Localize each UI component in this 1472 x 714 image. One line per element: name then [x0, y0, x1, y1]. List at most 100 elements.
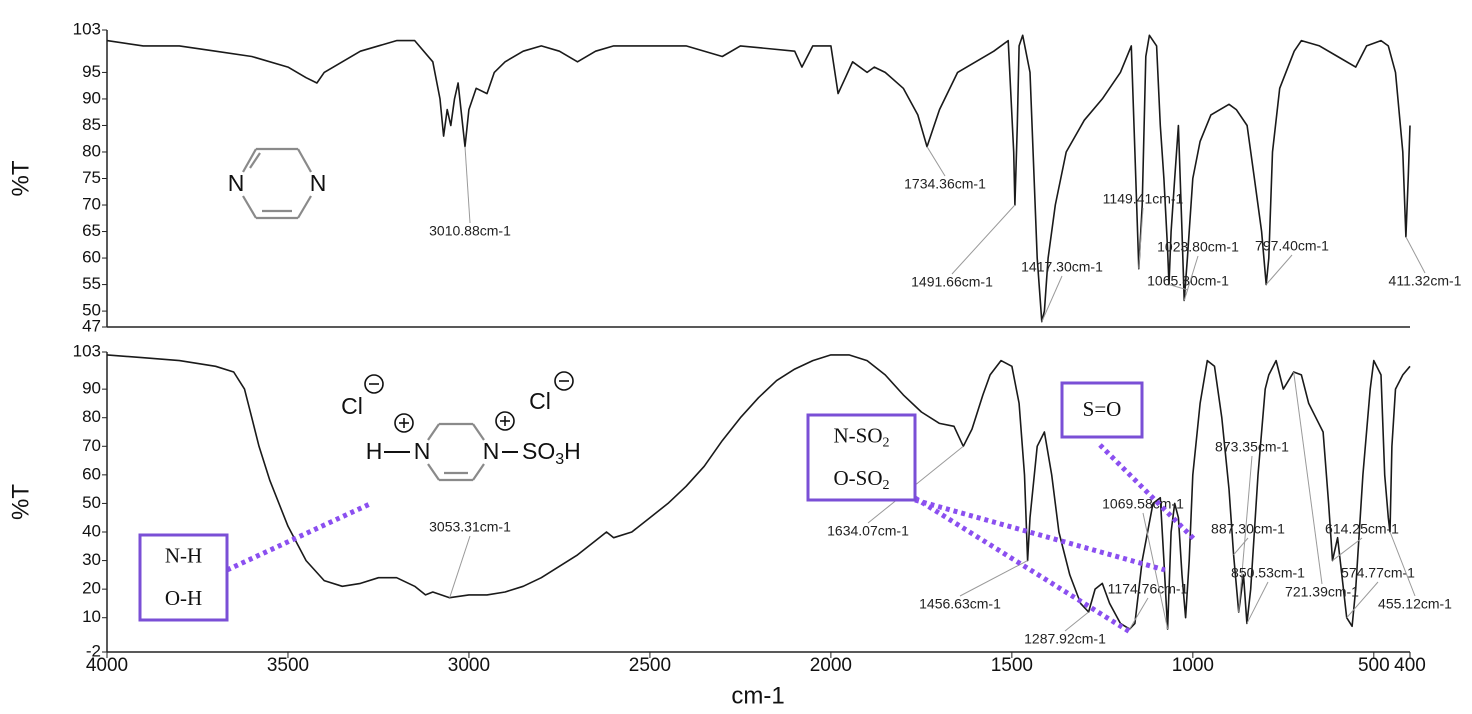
y-tick-label: 40: [82, 521, 101, 540]
peak-leader: [464, 146, 471, 224]
y-tick-label: 30: [82, 550, 101, 569]
peak-leader: [1233, 537, 1249, 556]
peak-label: 614.25cm-1: [1325, 521, 1399, 537]
peak-leader: [926, 146, 946, 177]
atom-label: N: [228, 170, 245, 196]
box-line: O-SO: [833, 466, 882, 490]
peak-label: 3053.31cm-1: [429, 519, 511, 535]
label-box: [806, 413, 917, 502]
y-tick-label: 60: [82, 464, 101, 483]
y-tick-label: 60: [82, 248, 101, 267]
peak-leader: [1293, 371, 1323, 585]
y-tick-label: 70: [82, 195, 101, 214]
atom-label: H: [564, 438, 581, 464]
charges: [364, 371, 574, 433]
peak-leader: [1142, 512, 1169, 630]
box-text: O-H: [165, 586, 202, 610]
box-line: S=O: [1083, 397, 1122, 421]
peak-label: 1491.66cm-1: [911, 274, 993, 290]
pointer-dots: [1098, 443, 1197, 542]
y-tick-label: 90: [82, 379, 101, 398]
subscript: 2: [883, 478, 890, 493]
y-tick-label: 80: [82, 141, 101, 160]
y-axis-label: %T: [7, 160, 34, 196]
x-tick-label: 3000: [448, 655, 490, 676]
peak-leader: [449, 535, 471, 598]
peak-leader: [1265, 254, 1293, 285]
x-tick-label: 2500: [629, 655, 671, 676]
x-axis-label: cm-1: [731, 682, 784, 709]
x-tick-label: 4000: [86, 655, 128, 676]
peak-label: 574.77cm-1: [1341, 565, 1415, 581]
x-tick-label: 1500: [991, 655, 1033, 676]
peak-leader: [1389, 531, 1416, 597]
y-tick-label: 47: [82, 316, 101, 335]
peak-leader: [1238, 455, 1253, 613]
peak-label: 455.12cm-1: [1378, 596, 1452, 612]
peak-leader: [1064, 611, 1089, 632]
peak-leader: [1183, 255, 1199, 301]
atom-label: N: [310, 170, 327, 196]
peak-label: 873.35cm-1: [1215, 439, 1289, 455]
subscript: 2: [883, 435, 890, 450]
y-tick-label: 103: [73, 19, 101, 38]
peak-label: 1065.80cm-1: [1147, 273, 1229, 289]
label-box: [1060, 381, 1144, 439]
peak-label: 1456.63cm-1: [919, 596, 1001, 612]
atom-label: H: [366, 438, 383, 464]
piperazine-structure: [427, 422, 485, 482]
y-tick-label: 95: [82, 62, 101, 81]
label-box: [138, 533, 229, 622]
peak-label: 411.32cm-1: [1389, 273, 1462, 289]
peak-label: 887.30cm-1: [1211, 521, 1285, 537]
peak-label: 1149.41cm-1: [1103, 191, 1184, 207]
peak-leader: [1332, 537, 1363, 561]
pointer-dots: [913, 495, 1132, 635]
y-tick-label: 65: [82, 221, 101, 240]
subscript: 3: [555, 451, 564, 468]
box-text: N-H: [165, 543, 202, 567]
peak-label: 1634.07cm-1: [827, 523, 909, 539]
peak-label: 1287.92cm-1: [1024, 631, 1106, 647]
pyrazine-structure: [242, 147, 312, 220]
atom-label: Cl: [529, 388, 551, 414]
box-text: O-SO2: [833, 466, 889, 493]
peak-leader: [1041, 275, 1063, 322]
peak-label: 1023.80cm-1: [1157, 239, 1239, 255]
box-line: O-H: [165, 586, 202, 610]
peak-leader: [1405, 236, 1426, 274]
peak-label: 3010.88cm-1: [429, 223, 511, 239]
y-tick-label: 10: [82, 607, 101, 626]
y-tick-label: 90: [82, 88, 101, 107]
peak-leader: [1138, 207, 1144, 269]
peak-leader: [1246, 581, 1269, 624]
pointer-dots: [225, 500, 374, 573]
atom-label: N: [483, 438, 500, 464]
peak-leader: [1129, 597, 1149, 630]
peak-leader: [951, 204, 1016, 275]
peak-leader: [959, 560, 1028, 597]
box-line: N-H: [165, 543, 202, 567]
y-tick-label: -2: [86, 641, 101, 660]
box-line: N-SO: [833, 423, 882, 447]
peak-label: 1174.76cm-1: [1108, 581, 1189, 597]
y-tick-label: 50: [82, 493, 101, 512]
peak-leader: [1346, 581, 1379, 619]
peak-leader: [1168, 284, 1189, 291]
x-tick-label: 3500: [267, 655, 309, 676]
y-tick-label: 75: [82, 168, 101, 187]
x-tick-label: 400: [1394, 655, 1426, 676]
atom-label: SO: [522, 438, 555, 464]
peak-label: 1069.58cm-1: [1102, 496, 1184, 512]
spectrum-line: [106, 354, 1411, 630]
peak-label: 1417.30cm-1: [1021, 259, 1103, 275]
x-tick-label: 500: [1358, 655, 1390, 676]
atom-group: SO3H: [522, 438, 581, 468]
atom-label: Cl: [341, 393, 363, 419]
box-text: S=O: [1083, 397, 1122, 421]
peak-label: 721.39cm-1: [1285, 584, 1359, 600]
peak-label: 850.53cm-1: [1231, 565, 1305, 581]
peak-label: 1734.36cm-1: [904, 176, 986, 192]
spectrum-line: [106, 34, 1411, 323]
